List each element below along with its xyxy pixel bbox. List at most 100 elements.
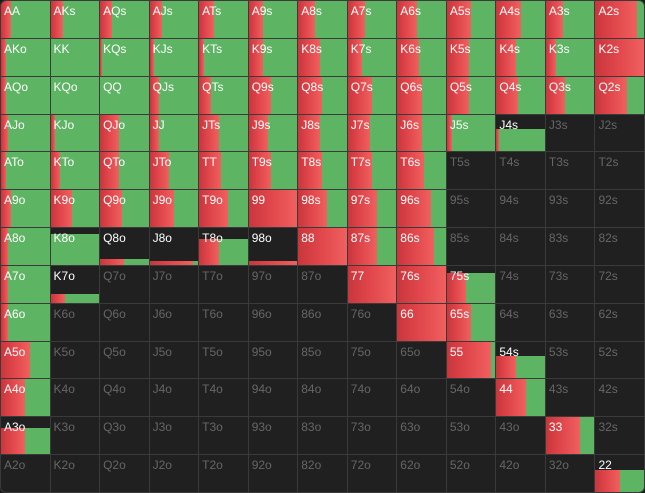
hand-cell[interactable]: Q6s <box>397 76 446 114</box>
hand-cell[interactable]: 64s <box>496 303 545 341</box>
hand-cell[interactable]: 82o <box>298 455 347 492</box>
hand-cell[interactable]: 73o <box>347 417 397 455</box>
hand-cell[interactable]: 83o <box>298 417 347 455</box>
hand-cell[interactable]: 54s <box>496 341 545 379</box>
hand-cell[interactable]: J9s <box>248 114 298 152</box>
hand-cell[interactable]: 93s <box>545 190 595 228</box>
hand-cell[interactable]: KQo <box>50 76 100 114</box>
hand-cell[interactable]: A2o <box>1 455 50 492</box>
hand-cell[interactable]: QTo <box>100 152 149 190</box>
hand-cell[interactable]: 84o <box>298 379 347 417</box>
hand-cell[interactable]: Q2s <box>595 76 644 114</box>
hand-cell[interactable]: K3s <box>545 38 595 76</box>
hand-cell[interactable]: J6o <box>149 303 199 341</box>
hand-cell[interactable]: 76o <box>347 303 397 341</box>
hand-cell[interactable]: 65s <box>446 303 496 341</box>
hand-cell[interactable]: A6s <box>397 1 446 38</box>
hand-cell[interactable]: Q3o <box>100 417 149 455</box>
hand-cell[interactable]: 75s <box>446 265 496 303</box>
hand-cell[interactable]: A8s <box>298 1 347 38</box>
hand-cell[interactable]: QJo <box>100 114 149 152</box>
hand-cell[interactable]: 93o <box>248 417 298 455</box>
hand-cell[interactable]: Q7s <box>347 76 397 114</box>
hand-cell[interactable]: 72s <box>595 265 644 303</box>
hand-cell[interactable]: J4o <box>149 379 199 417</box>
hand-cell[interactable]: 85o <box>298 341 347 379</box>
hand-cell[interactable]: A9o <box>1 190 50 228</box>
hand-cell[interactable]: A9s <box>248 1 298 38</box>
hand-cell[interactable]: J2s <box>595 114 644 152</box>
hand-cell[interactable]: T6o <box>199 303 248 341</box>
hand-cell[interactable]: K8s <box>298 38 347 76</box>
hand-cell[interactable]: 97s <box>347 190 397 228</box>
hand-cell[interactable]: AA <box>1 1 50 38</box>
hand-cell[interactable]: 53s <box>545 341 595 379</box>
hand-cell[interactable]: JJ <box>149 114 199 152</box>
hand-cell[interactable]: 64o <box>397 379 446 417</box>
hand-cell[interactable]: A3s <box>545 1 595 38</box>
hand-cell[interactable]: A8o <box>1 228 50 265</box>
hand-cell[interactable]: T2o <box>199 455 248 492</box>
hand-cell[interactable]: A5s <box>446 1 496 38</box>
hand-cell[interactable]: 75o <box>347 341 397 379</box>
hand-cell[interactable]: 42o <box>496 455 545 492</box>
hand-cell[interactable]: K2o <box>50 455 100 492</box>
hand-cell[interactable]: 32o <box>545 455 595 492</box>
hand-cell[interactable]: 74s <box>496 265 545 303</box>
hand-cell[interactable]: 63o <box>397 417 446 455</box>
hand-cell[interactable]: 73s <box>545 265 595 303</box>
hand-cell[interactable]: 76s <box>397 265 446 303</box>
hand-cell[interactable]: A2s <box>595 1 644 38</box>
hand-cell[interactable]: A7o <box>1 265 50 303</box>
hand-cell[interactable]: K9s <box>248 38 298 76</box>
hand-cell[interactable]: J7o <box>149 265 199 303</box>
hand-cell[interactable]: 83s <box>545 228 595 265</box>
hand-cell[interactable]: 99 <box>248 190 298 228</box>
hand-cell[interactable]: 94o <box>248 379 298 417</box>
hand-cell[interactable]: ATs <box>199 1 248 38</box>
hand-cell[interactable]: AQo <box>1 76 50 114</box>
hand-cell[interactable]: T4s <box>496 152 545 190</box>
hand-cell[interactable]: Q4o <box>100 379 149 417</box>
hand-cell[interactable]: K9o <box>50 190 100 228</box>
hand-cell[interactable]: 92o <box>248 455 298 492</box>
hand-cell[interactable]: 33 <box>545 417 595 455</box>
hand-cell[interactable]: T4o <box>199 379 248 417</box>
hand-cell[interactable]: J5s <box>446 114 496 152</box>
hand-cell[interactable]: 87s <box>347 228 397 265</box>
hand-cell[interactable]: K2s <box>595 38 644 76</box>
hand-cell[interactable]: T3o <box>199 417 248 455</box>
hand-cell[interactable]: Q5o <box>100 341 149 379</box>
hand-cell[interactable]: A5o <box>1 341 50 379</box>
hand-cell[interactable]: KK <box>50 38 100 76</box>
hand-cell[interactable]: 97o <box>248 265 298 303</box>
hand-cell[interactable]: AJs <box>149 1 199 38</box>
hand-cell[interactable]: 72o <box>347 455 397 492</box>
hand-cell[interactable]: AKo <box>1 38 50 76</box>
hand-cell[interactable]: T6s <box>397 152 446 190</box>
hand-cell[interactable]: J3s <box>545 114 595 152</box>
hand-cell[interactable]: T9s <box>248 152 298 190</box>
hand-cell[interactable]: ATo <box>1 152 50 190</box>
hand-cell[interactable]: 54o <box>446 379 496 417</box>
hand-cell[interactable]: Q3s <box>545 76 595 114</box>
hand-cell[interactable]: J3o <box>149 417 199 455</box>
hand-cell[interactable]: 86o <box>298 303 347 341</box>
hand-cell[interactable]: 95s <box>446 190 496 228</box>
hand-cell[interactable]: A4s <box>496 1 545 38</box>
hand-cell[interactable]: Q9s <box>248 76 298 114</box>
hand-cell[interactable]: KTs <box>199 38 248 76</box>
hand-cell[interactable]: Q7o <box>100 265 149 303</box>
hand-cell[interactable]: A3o <box>1 417 50 455</box>
hand-cell[interactable]: J5o <box>149 341 199 379</box>
hand-cell[interactable]: 85s <box>446 228 496 265</box>
hand-cell[interactable]: K3o <box>50 417 100 455</box>
hand-cell[interactable]: Q4s <box>496 76 545 114</box>
hand-cell[interactable]: K5s <box>446 38 496 76</box>
hand-cell[interactable]: 92s <box>595 190 644 228</box>
hand-cell[interactable]: 52s <box>595 341 644 379</box>
hand-cell[interactable]: 98s <box>298 190 347 228</box>
hand-cell[interactable]: 53o <box>446 417 496 455</box>
hand-cell[interactable]: T7s <box>347 152 397 190</box>
hand-cell[interactable]: T7o <box>199 265 248 303</box>
